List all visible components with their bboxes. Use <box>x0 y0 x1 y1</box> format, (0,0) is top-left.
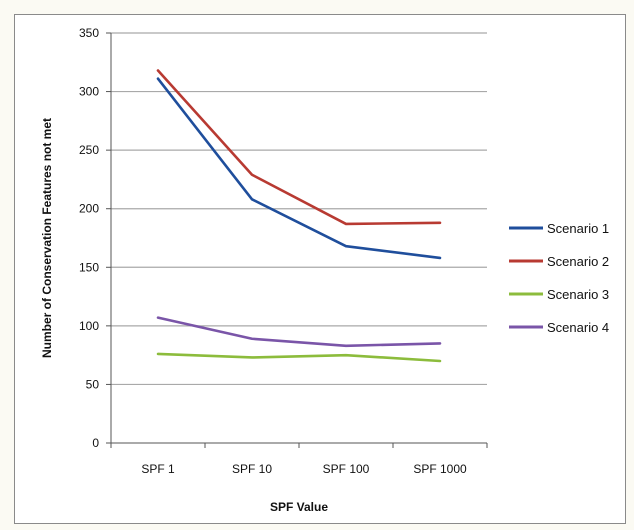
line-chart: 0 50 100 150 200 250 300 350 SPF 1 SPF 10 SPF 100 S… <box>40 26 609 514</box>
x-tick-label: SPF 100 <box>323 462 370 476</box>
y-tick-label: 350 <box>79 26 99 40</box>
series-line-1 <box>156 77 442 260</box>
legend-label-3: Scenario 3 <box>547 287 609 302</box>
series-line-4 <box>156 316 442 348</box>
series-line-3 <box>156 352 442 363</box>
legend-label-4: Scenario 4 <box>547 320 609 335</box>
x-tick-label: SPF 1000 <box>413 462 467 476</box>
y-tick-label: 250 <box>79 143 99 157</box>
y-tick-label: 100 <box>79 319 99 333</box>
x-axis-title: SPF Value <box>270 500 328 514</box>
y-axis-title: Number of Conservation Features not met <box>40 118 54 358</box>
y-tick-label: 0 <box>92 436 99 450</box>
legend-label-2: Scenario 2 <box>547 254 609 269</box>
y-tick-label: 200 <box>79 202 99 216</box>
x-tick-label: SPF 10 <box>232 462 272 476</box>
y-tick-label: 50 <box>86 377 100 391</box>
y-tick-label: 300 <box>79 85 99 99</box>
legend-label-1: Scenario 1 <box>547 221 609 236</box>
y-tick-label: 150 <box>79 260 99 274</box>
chart-frame: 0 50 100 150 200 250 300 350 SPF 1 SPF 10 SPF 100 S… <box>14 14 626 524</box>
series-line-2 <box>156 69 442 226</box>
x-tick-label: SPF 1 <box>141 462 175 476</box>
